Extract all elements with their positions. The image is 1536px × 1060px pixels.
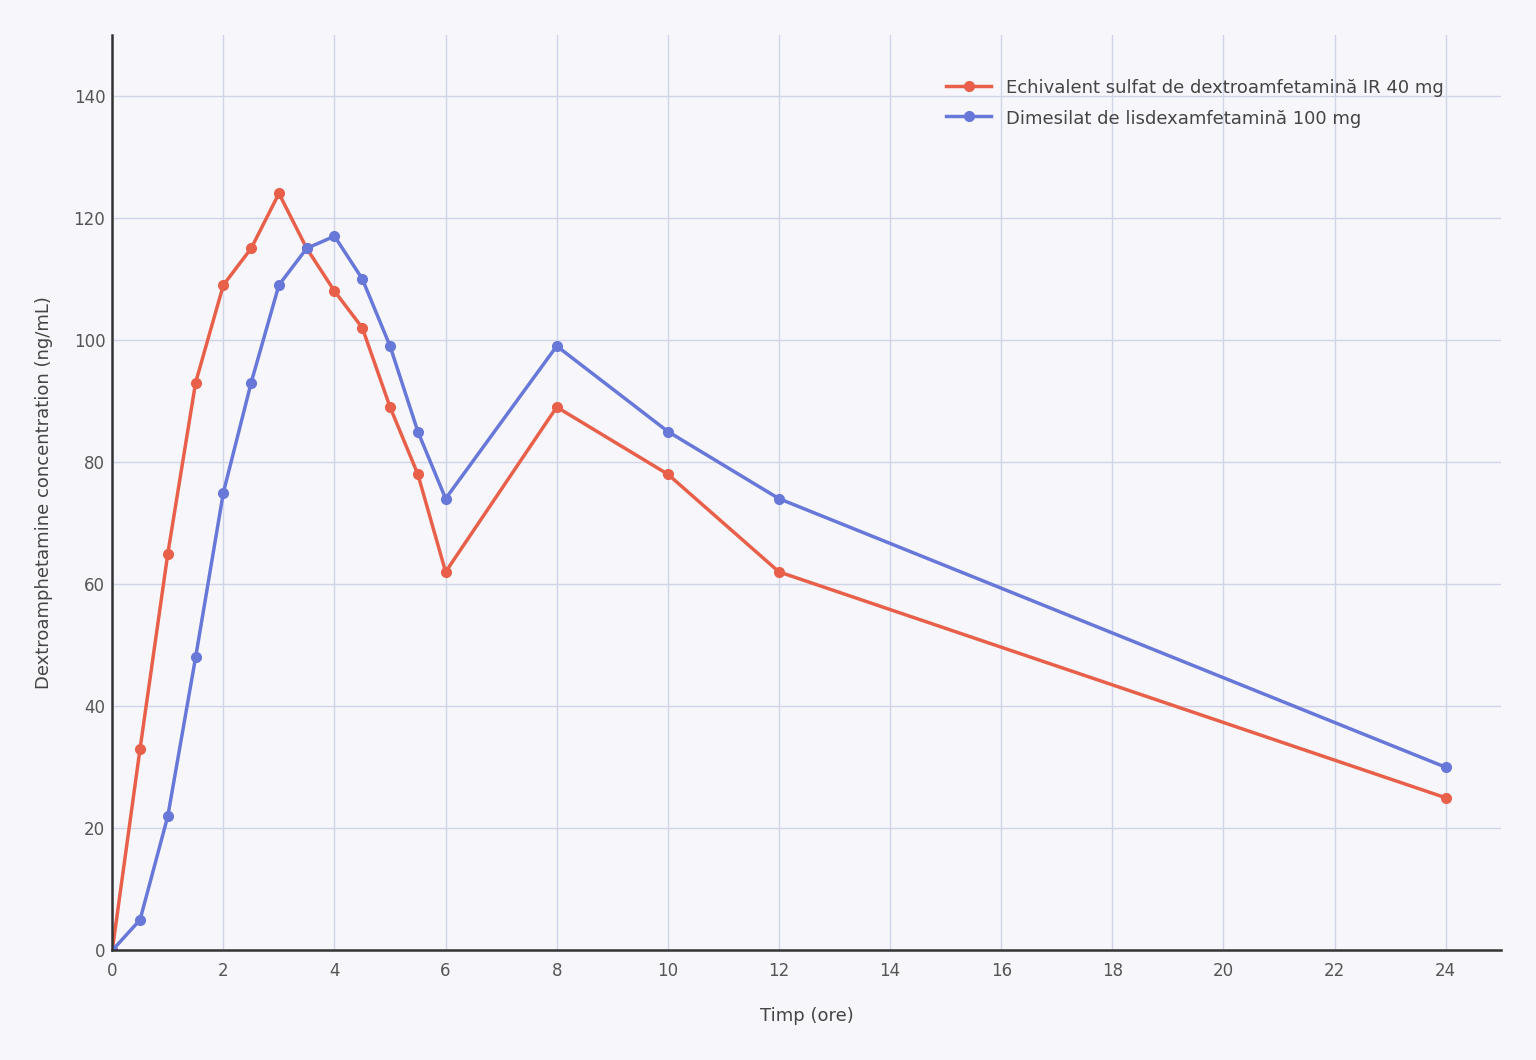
Dimesilat de lisdexamfetamină 100 mg xyxy=(186,651,204,664)
Echivalent sulfat de dextroamfetamină IR 40 mg xyxy=(103,944,121,957)
Line: Dimesilat de lisdexamfetamină 100 mg: Dimesilat de lisdexamfetamină 100 mg xyxy=(108,231,1450,955)
Echivalent sulfat de dextroamfetamină IR 40 mg xyxy=(214,279,232,292)
Echivalent sulfat de dextroamfetamină IR 40 mg xyxy=(131,743,149,756)
Dimesilat de lisdexamfetamină 100 mg xyxy=(436,492,455,505)
Echivalent sulfat de dextroamfetamină IR 40 mg xyxy=(298,242,316,254)
Echivalent sulfat de dextroamfetamină IR 40 mg xyxy=(270,187,289,199)
Echivalent sulfat de dextroamfetamină IR 40 mg xyxy=(186,376,204,389)
Dimesilat de lisdexamfetamină 100 mg xyxy=(659,425,677,438)
Dimesilat de lisdexamfetamină 100 mg xyxy=(409,425,427,438)
Dimesilat de lisdexamfetamină 100 mg xyxy=(298,242,316,254)
Dimesilat de lisdexamfetamină 100 mg xyxy=(770,492,788,505)
Echivalent sulfat de dextroamfetamină IR 40 mg xyxy=(243,242,261,254)
Line: Echivalent sulfat de dextroamfetamină IR 40 mg: Echivalent sulfat de dextroamfetamină IR… xyxy=(108,189,1450,955)
Dimesilat de lisdexamfetamină 100 mg xyxy=(214,487,232,499)
Dimesilat de lisdexamfetamină 100 mg xyxy=(353,272,372,285)
X-axis label: Timp (ore): Timp (ore) xyxy=(760,1007,854,1025)
Echivalent sulfat de dextroamfetamină IR 40 mg xyxy=(326,285,344,298)
Echivalent sulfat de dextroamfetamină IR 40 mg xyxy=(1436,792,1455,805)
Dimesilat de lisdexamfetamină 100 mg xyxy=(547,339,565,352)
Echivalent sulfat de dextroamfetamină IR 40 mg xyxy=(158,547,177,560)
Dimesilat de lisdexamfetamină 100 mg xyxy=(243,376,261,389)
Dimesilat de lisdexamfetamină 100 mg xyxy=(270,279,289,292)
Echivalent sulfat de dextroamfetamină IR 40 mg xyxy=(770,566,788,579)
Echivalent sulfat de dextroamfetamină IR 40 mg xyxy=(547,401,565,413)
Echivalent sulfat de dextroamfetamină IR 40 mg xyxy=(353,321,372,334)
Dimesilat de lisdexamfetamină 100 mg xyxy=(381,339,399,352)
Echivalent sulfat de dextroamfetamină IR 40 mg xyxy=(659,467,677,480)
Echivalent sulfat de dextroamfetamină IR 40 mg xyxy=(436,566,455,579)
Dimesilat de lisdexamfetamină 100 mg xyxy=(103,944,121,957)
Y-axis label: Dextroamphetamine concentration (ng/mL): Dextroamphetamine concentration (ng/mL) xyxy=(35,296,52,689)
Dimesilat de lisdexamfetamină 100 mg xyxy=(158,810,177,823)
Dimesilat de lisdexamfetamină 100 mg xyxy=(131,914,149,926)
Legend: Echivalent sulfat de dextroamfetamină IR 40 mg, Dimesilat de lisdexamfetamină 10: Echivalent sulfat de dextroamfetamină IR… xyxy=(938,71,1450,135)
Dimesilat de lisdexamfetamină 100 mg xyxy=(326,230,344,243)
Echivalent sulfat de dextroamfetamină IR 40 mg xyxy=(381,401,399,413)
Echivalent sulfat de dextroamfetamină IR 40 mg xyxy=(409,467,427,480)
Dimesilat de lisdexamfetamină 100 mg xyxy=(1436,761,1455,774)
